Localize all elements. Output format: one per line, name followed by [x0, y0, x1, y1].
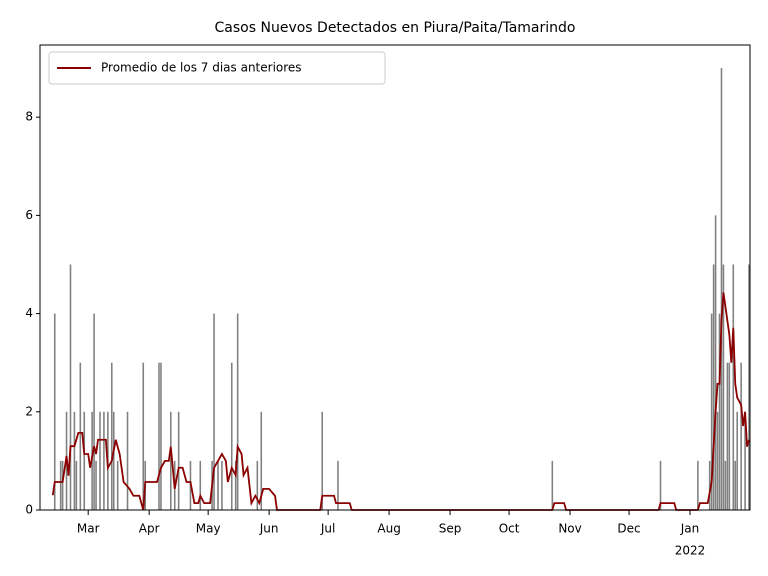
- bar: [734, 460, 737, 510]
- bar: [260, 411, 263, 510]
- bar: [59, 460, 62, 510]
- x-tick-label: Sep: [439, 522, 462, 536]
- bar: [93, 313, 95, 510]
- bar: [126, 411, 129, 510]
- y-tick-label: 8: [25, 110, 33, 124]
- bar: [73, 411, 76, 510]
- bar: [716, 411, 719, 510]
- bar: [213, 313, 215, 510]
- x-tick-label: Oct: [499, 522, 520, 536]
- bar: [740, 362, 742, 510]
- x-tick-label: Nov: [558, 522, 581, 536]
- y-tick-label: 6: [25, 208, 33, 222]
- x-tick-label: Jun: [259, 522, 279, 536]
- bar: [728, 362, 731, 510]
- legend-box: [48, 51, 386, 85]
- bar: [720, 68, 723, 511]
- bar: [748, 264, 750, 510]
- bar: [75, 460, 78, 510]
- bar: [221, 460, 223, 510]
- x-tick-label: Jul: [320, 522, 335, 536]
- bar: [111, 362, 113, 510]
- bar: [177, 411, 180, 510]
- bar: [256, 460, 259, 510]
- bar: [714, 215, 717, 510]
- bar: [116, 460, 119, 510]
- y-tick-label: 2: [25, 404, 33, 418]
- bar: [736, 411, 739, 510]
- bar: [112, 411, 115, 510]
- y-tick-label: 4: [25, 306, 33, 320]
- bar: [160, 362, 162, 510]
- bar: [659, 460, 662, 510]
- bar: [234, 460, 237, 510]
- legend: Promedio de los 7 dias anteriores: [48, 51, 386, 85]
- bar: [69, 264, 72, 510]
- bar: [61, 460, 64, 510]
- bar: [99, 411, 101, 510]
- bar: [103, 411, 105, 510]
- bar: [230, 362, 233, 510]
- bar: [697, 460, 699, 510]
- x-tick-label: Apr: [139, 522, 160, 536]
- x-year-label: 2022: [675, 544, 706, 558]
- bar: [199, 460, 202, 510]
- x-tick-label: Aug: [377, 522, 400, 536]
- bar: [724, 460, 727, 510]
- legend-label: Promedio de los 7 dias anteriores: [101, 61, 302, 75]
- bar: [158, 362, 160, 510]
- chart-title: Casos Nuevos Detectados en Piura/Paita/T…: [215, 20, 576, 36]
- bar: [712, 264, 715, 510]
- bar: [83, 411, 86, 510]
- x-tick-label: Jan: [680, 522, 700, 536]
- y-tick-label: 0: [25, 503, 33, 517]
- bar: [236, 313, 239, 510]
- bar: [217, 460, 219, 510]
- bar: [744, 411, 746, 510]
- average-line: [51, 292, 750, 511]
- bar: [708, 460, 711, 510]
- bar: [732, 264, 735, 510]
- bar: [718, 313, 721, 510]
- bar: [337, 460, 339, 510]
- x-tick-label: May: [196, 522, 221, 536]
- bar: [142, 362, 145, 510]
- plot-frame: [39, 44, 751, 511]
- bar: [710, 313, 713, 510]
- x-tick-label: Mar: [77, 522, 100, 536]
- bar: [53, 313, 56, 510]
- bar: [95, 460, 97, 510]
- bar: [551, 460, 554, 510]
- bar: [722, 264, 725, 510]
- x-tick-label: Dec: [617, 522, 640, 536]
- bar: [321, 411, 324, 510]
- bar: [726, 362, 729, 510]
- bar: [170, 411, 172, 510]
- bar: [79, 362, 82, 510]
